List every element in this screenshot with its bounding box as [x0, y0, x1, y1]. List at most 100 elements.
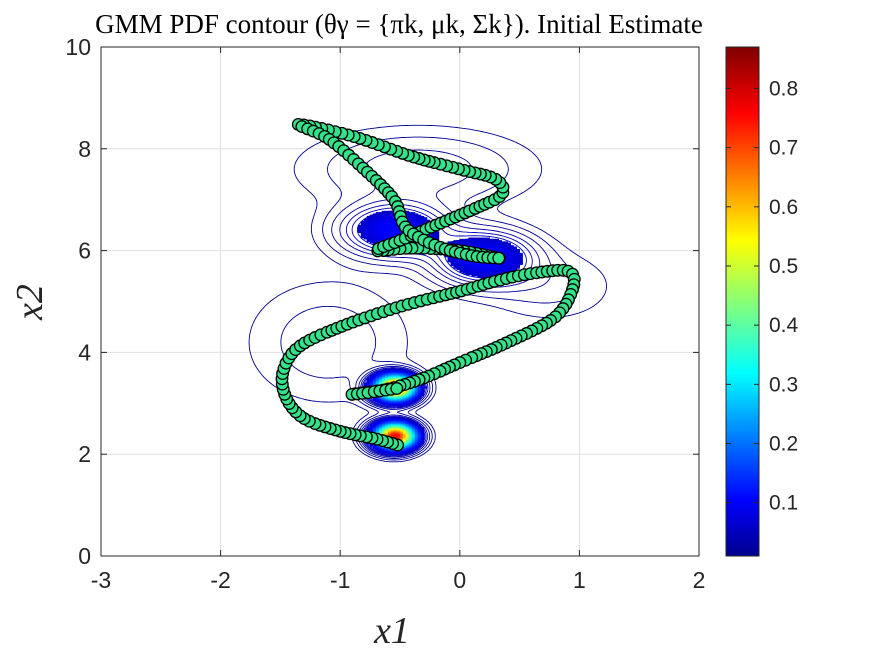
pdf-fill-cell: [450, 241, 455, 244]
pdf-fill-cell: [408, 425, 413, 428]
pdf-fill-cell: [492, 241, 496, 244]
pdf-fill-cell: [378, 231, 383, 234]
pdf-fill-cell: [483, 268, 488, 270]
pdf-fill-cell: [402, 397, 407, 400]
pdf-fill-cell: [474, 268, 479, 270]
pdf-fill-cell: [390, 375, 395, 377]
pdf-fill-cell: [414, 434, 419, 437]
pdf-fill-cell: [495, 266, 499, 269]
pdf-fill-cell: [504, 256, 508, 259]
pdf-fill-cell: [504, 241, 508, 244]
pdf-fill-cell: [378, 224, 383, 227]
pdf-fill-cell: [498, 270, 502, 273]
pdf-fill-cell: [390, 403, 395, 405]
pdf-fill-cell: [486, 240, 490, 242]
pdf-fill-cell: [375, 226, 380, 228]
pdf-fill-cell: [393, 376, 398, 379]
pdf-fill-cell: [504, 249, 508, 251]
pdf-fill-cell: [498, 264, 502, 267]
pdf-fill-cell: [507, 256, 511, 259]
pdf-fill-cell: [381, 420, 386, 423]
pdf-fill-cell: [390, 224, 395, 227]
pdf-fill-cell: [411, 437, 416, 440]
pdf-fill-cell: [402, 446, 407, 449]
pdf-fill-cell: [414, 425, 419, 428]
pdf-fill-cell: [414, 438, 419, 441]
pdf-fill-cell: [372, 375, 377, 377]
pdf-fill-cell: [390, 434, 395, 437]
pdf-fill-cell: [507, 257, 511, 260]
pdf-fill-cell: [393, 378, 398, 381]
pdf-fill-cell: [384, 231, 389, 234]
pdf-fill-cell: [453, 241, 458, 244]
pdf-fill-cell: [405, 429, 410, 432]
pdf-fill-cell: [381, 219, 386, 222]
pdf-fill-cell: [411, 430, 416, 433]
pdf-fill-cell: [399, 392, 404, 395]
pdf-fill-cell: [471, 242, 476, 245]
pdf-fill-cell: [390, 432, 395, 435]
pdf-fill-cell: [375, 397, 380, 400]
pdf-fill-cell: [519, 252, 523, 255]
pdf-fill-cell: [414, 442, 419, 445]
pdf-fill-cell: [369, 218, 374, 221]
pdf-fill-cell: [402, 423, 407, 426]
pdf-fill-cell: [384, 372, 389, 375]
pdf-fill-cell: [360, 221, 365, 223]
pdf-fill-cell: [372, 241, 377, 244]
pdf-fill-cell: [402, 372, 407, 375]
pdf-fill-cell: [405, 395, 410, 398]
pdf-fill-cell: [390, 376, 395, 379]
pdf-fill-cell: [498, 242, 502, 245]
pdf-fill-cell: [408, 434, 413, 437]
pdf-fill-cell: [357, 224, 362, 227]
pdf-fill-cell: [501, 263, 505, 265]
pdf-fill-cell: [381, 213, 386, 216]
pdf-fill-cell: [381, 396, 386, 399]
pdf-fill-cell: [489, 271, 493, 274]
pdf-fill-cell: [384, 447, 389, 450]
pdf-fill-cell: [459, 259, 464, 262]
pdf-fill-cell: [378, 218, 383, 221]
pdf-fill-cell: [453, 265, 458, 268]
pdf-fill-cell: [417, 438, 422, 441]
pdf-fill-cell: [369, 428, 374, 431]
pdf-fill-cell: [393, 428, 398, 431]
pdf-fill-cell: [501, 266, 505, 269]
pdf-fill-cell: [402, 444, 407, 447]
pdf-fill-cell: [405, 443, 410, 446]
pdf-fill-cell: [396, 227, 401, 230]
pdf-fill-cell: [375, 219, 380, 222]
pdf-fill-cell: [387, 429, 392, 432]
pdf-fill-cell: [474, 240, 479, 242]
pdf-fill-cell: [453, 264, 458, 267]
pdf-fill-cell: [375, 380, 380, 382]
pdf-fill-cell: [372, 430, 377, 433]
pdf-fill-cell: [372, 236, 377, 239]
pdf-fill-cell: [369, 233, 374, 236]
pdf-fill-cell: [372, 214, 377, 217]
pdf-fill-cell: [417, 432, 422, 435]
pdf-fill-cell: [396, 399, 401, 402]
pdf-fill-cell: [477, 263, 482, 265]
pdf-fill-cell: [432, 236, 437, 239]
pdf-fill-cell: [477, 243, 482, 246]
pdf-fill-cell: [384, 233, 389, 236]
pdf-fill-cell: [390, 212, 395, 214]
pdf-fill-cell: [393, 395, 398, 398]
pdf-fill-cell: [393, 420, 398, 423]
pdf-fill-cell: [372, 238, 377, 241]
pdf-fill-cell: [402, 432, 407, 435]
pdf-fill-cell: [387, 403, 392, 405]
pdf-fill-cell: [372, 383, 377, 386]
pdf-fill-cell: [414, 433, 419, 436]
pdf-fill-cell: [456, 242, 461, 245]
pdf-fill-cell: [468, 269, 473, 272]
pdf-fill-cell: [396, 401, 401, 404]
pdf-fill-cell: [456, 241, 461, 244]
pdf-fill-cell: [366, 235, 371, 237]
pdf-fill-cell: [390, 235, 395, 237]
pdf-fill-cell: [408, 221, 413, 223]
pdf-fill-cell: [357, 231, 362, 234]
pdf-fill-cell: [360, 233, 365, 236]
